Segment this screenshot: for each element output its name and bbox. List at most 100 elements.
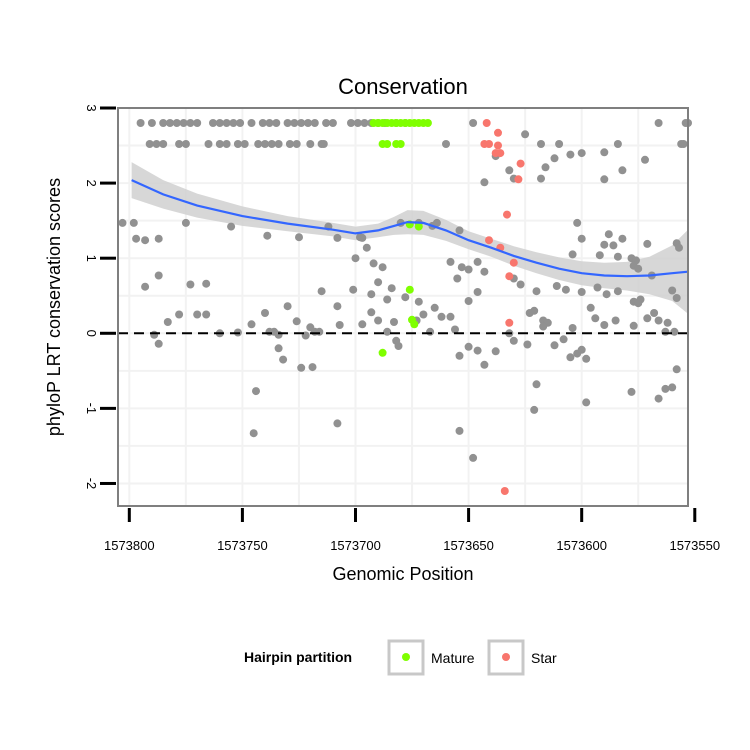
data-point-mature xyxy=(423,119,432,127)
data-point-other xyxy=(129,218,138,227)
data-point-other xyxy=(568,250,577,259)
data-point-other xyxy=(661,327,670,336)
data-point-other xyxy=(274,344,283,353)
data-point-other xyxy=(306,140,315,148)
data-point-other xyxy=(150,330,159,339)
data-point-other xyxy=(577,345,586,354)
y-axis-label: phyloP LRT conservation scores xyxy=(44,178,64,436)
data-point-other xyxy=(335,321,344,329)
data-point-other xyxy=(328,119,337,127)
data-point-other xyxy=(670,327,679,336)
data-point-other xyxy=(166,119,174,127)
data-point-other xyxy=(315,327,324,336)
data-point-other xyxy=(308,363,317,372)
data-point-other xyxy=(532,380,541,389)
data-point-other xyxy=(654,316,663,325)
legend-swatch xyxy=(502,653,510,661)
data-point-other xyxy=(236,119,245,127)
data-point-other xyxy=(261,309,269,317)
data-point-star xyxy=(516,159,525,168)
data-point-other xyxy=(432,218,441,227)
data-point-other xyxy=(145,140,154,148)
data-point-other xyxy=(204,140,213,148)
data-point-other xyxy=(254,140,263,148)
data-point-other xyxy=(383,327,392,336)
data-point-other xyxy=(222,140,231,148)
data-point-other xyxy=(634,264,643,273)
data-point-mature xyxy=(414,222,423,231)
data-point-other xyxy=(304,119,312,127)
data-point-other xyxy=(229,119,238,127)
x-tick-label: 1573750 xyxy=(217,538,268,553)
data-point-other xyxy=(419,310,428,319)
data-point-other xyxy=(240,140,249,148)
data-point-other xyxy=(383,295,392,304)
data-point-other xyxy=(159,140,168,148)
data-point-other xyxy=(261,140,269,148)
data-point-other xyxy=(227,222,236,231)
data-point-other xyxy=(634,299,643,308)
data-point-other xyxy=(141,282,150,291)
data-point-other xyxy=(469,453,478,462)
data-point-other xyxy=(577,288,586,296)
data-point-other xyxy=(317,287,326,296)
data-point-star xyxy=(503,210,511,219)
data-point-other xyxy=(643,314,652,323)
axes-layer: 1573800 1573750 1573700 1573650 1573600 15735… xyxy=(84,104,720,553)
data-point-other xyxy=(292,140,301,148)
data-point-other xyxy=(566,150,575,159)
data-point-other xyxy=(611,316,620,325)
data-point-other xyxy=(175,140,184,148)
data-point-other xyxy=(265,119,274,127)
data-point-other xyxy=(186,280,195,289)
data-point-other xyxy=(550,341,559,350)
data-point-other xyxy=(480,267,489,276)
data-point-other xyxy=(426,327,435,336)
data-point-other xyxy=(437,312,446,321)
data-point-other xyxy=(390,318,398,326)
y-tick-label: 1 xyxy=(84,255,99,262)
data-point-other xyxy=(297,363,306,372)
legend-entries: Mature Star xyxy=(387,639,557,676)
data-point-other xyxy=(455,426,464,435)
data-point-other xyxy=(285,140,294,148)
data-point-other xyxy=(675,243,683,252)
data-point-other xyxy=(457,263,466,272)
data-point-star xyxy=(485,140,493,148)
data-point-other xyxy=(154,234,163,243)
data-point-other xyxy=(152,140,161,148)
data-point-other xyxy=(147,119,156,127)
data-point-other xyxy=(215,119,224,127)
legend-swatch xyxy=(402,653,410,661)
data-point-other xyxy=(310,119,319,127)
confidence-ribbon-layer xyxy=(131,162,689,314)
data-point-other xyxy=(525,309,534,317)
data-point-star xyxy=(505,272,514,281)
data-point-other xyxy=(252,387,260,396)
legend-label: Mature xyxy=(431,650,475,666)
data-point-other xyxy=(333,302,342,311)
data-point-other xyxy=(154,271,163,280)
data-point-other xyxy=(222,119,231,127)
data-point-other xyxy=(446,257,455,266)
data-point-other xyxy=(442,140,450,148)
data-point-other xyxy=(347,119,355,127)
data-point-other xyxy=(643,239,652,248)
smooth-trend-line xyxy=(131,179,689,278)
x-tick-label: 1573800 xyxy=(104,538,155,553)
data-point-other xyxy=(267,140,276,148)
data-point-other xyxy=(358,233,367,242)
data-point-other xyxy=(532,287,541,296)
data-point-other xyxy=(283,302,292,311)
data-point-other xyxy=(387,284,396,293)
data-point-other xyxy=(455,226,464,235)
data-point-other xyxy=(272,119,281,127)
data-point-other xyxy=(582,398,591,407)
legend-entry-mature: Mature xyxy=(387,639,475,676)
data-point-other xyxy=(573,218,582,227)
data-point-other xyxy=(654,119,663,127)
data-point-star xyxy=(505,318,514,327)
y-tick-label: 2 xyxy=(84,179,99,186)
data-point-other xyxy=(668,383,677,392)
